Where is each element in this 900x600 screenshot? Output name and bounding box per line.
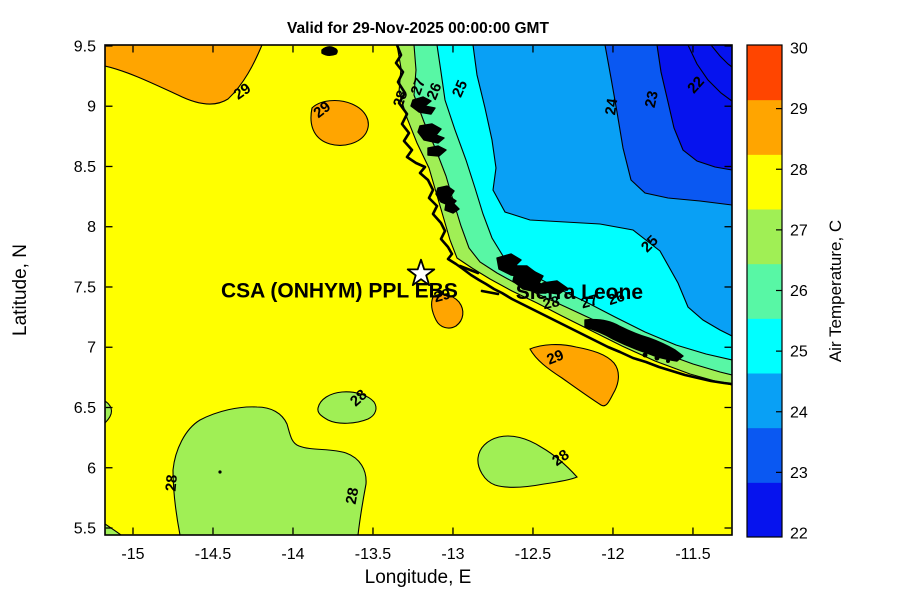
islet-south: [218, 470, 222, 474]
x-tick-label: -14: [281, 546, 304, 563]
sl-estuary-3: [538, 280, 568, 295]
colorbar-tick-label: 24: [790, 404, 808, 421]
turtle-islet-3: [666, 359, 670, 363]
y-tick-label: 8.5: [74, 159, 96, 176]
colorbar-tick-label: 28: [790, 162, 808, 179]
axes-layer: -15 -14.5 -14 -13.5 -13 -12.5 -12 -11.5 9.5 9 8.5 8…: [74, 38, 732, 563]
x-tick-label: -13: [441, 546, 464, 563]
contour-label-28: 28: [549, 446, 572, 469]
plot-title: Valid for 29-Nov-2025 00:00:00 GMT: [287, 20, 549, 37]
band-22-23: [657, 45, 732, 170]
colorbar-segment-5: [747, 209, 782, 265]
colorbar-tick-label: 30: [790, 41, 808, 58]
y-tick-label: 8: [87, 219, 96, 236]
x-axis-label: Longitude, E: [365, 567, 472, 588]
x-tick-label: -12.5: [515, 546, 552, 563]
map-area: [105, 45, 732, 535]
contour-line-24: [604, 45, 732, 206]
y-tick-label: 7: [87, 340, 96, 357]
x-tick-label: -13.5: [355, 546, 392, 563]
coastline-main: [394, 45, 732, 386]
y-tick-label: 6.5: [74, 400, 96, 417]
x-tick-label: -15: [121, 546, 144, 563]
contour-label-28: 28: [343, 486, 363, 505]
colorbar-segment-2: [747, 373, 782, 429]
y-tick-label: 7.5: [74, 279, 96, 296]
colorbar-tick-label: 27: [790, 222, 808, 239]
y-tick-label: 6: [87, 460, 96, 477]
y-tick-label: 9: [87, 99, 96, 116]
contour-line-25: [472, 45, 732, 337]
islet-north: [321, 46, 338, 56]
plot-border: [104, 44, 733, 536]
contour-label-26: 26: [606, 288, 627, 309]
cool-patch-center-small: [317, 391, 377, 424]
colorbar-segment-4: [747, 263, 782, 319]
warm-patch-north-center: [310, 99, 369, 146]
contour-label-29: 29: [231, 80, 254, 103]
estuary-cluster-4: [435, 185, 457, 207]
contour-label-29: 29: [432, 285, 453, 306]
estuary-cluster-2: [417, 123, 445, 144]
annotation-0: CSA (ONHYM) PPL EBS: [221, 280, 458, 303]
coastline: [218, 45, 732, 474]
colorbar-axis-label: Air Temperature, C: [826, 220, 845, 362]
x-tick-label: -11.5: [675, 546, 710, 563]
colorbar-segment-7: [747, 99, 782, 155]
colorbar-tick-label: 23: [790, 465, 808, 482]
contour-label-24: 24: [602, 97, 621, 117]
colorbar-segment-3: [747, 318, 782, 374]
contour-label-28: 28: [390, 88, 411, 109]
river-line-1: [458, 264, 480, 275]
estuary-cluster-3: [427, 145, 447, 157]
cool-patch-south-large: [172, 406, 367, 535]
contour-label-23: 23: [642, 89, 662, 109]
cool-sliver-southwest-corner: [105, 523, 122, 535]
warm-patch-southeast: [529, 344, 619, 407]
colorbar-tick-label: 29: [790, 101, 808, 118]
colorbar-segment-1: [747, 427, 782, 483]
y-tick-label: 9.5: [74, 38, 96, 55]
turtle-islet-1: [642, 352, 648, 358]
colorbar-segment-8: [747, 45, 782, 101]
contour-label-27: 27: [579, 292, 600, 313]
sherbro-island: [584, 318, 684, 362]
turtle-islet-2: [654, 355, 660, 361]
estuary-cluster-5: [444, 203, 460, 214]
contour-line-21: [710, 45, 732, 68]
y-axis-label: Latitude, N: [10, 244, 31, 336]
cool-patch-southeast: [477, 435, 578, 488]
contour-label-27: 27: [408, 76, 430, 97]
x-tick-label: -14.5: [195, 546, 232, 563]
colorbar-tick-label: 25: [790, 344, 808, 361]
star-marker: [406, 258, 436, 286]
x-tick-label: -12: [601, 546, 624, 563]
colorbar-segment-0: [747, 482, 782, 538]
river-line-2: [480, 289, 500, 296]
colorbar-segment-6: [747, 154, 782, 210]
annotation-1: Sierra Leone: [516, 281, 643, 304]
contour-label-28: 28: [541, 293, 561, 313]
contour-label-29: 29: [544, 347, 566, 369]
estuary-cluster-1: [410, 96, 436, 115]
contour-label-29: 29: [310, 98, 334, 122]
contour-label-25: 25: [449, 78, 471, 100]
colorbar-layer: 22 23 24 25 26 27 28 29 30: [746, 41, 808, 543]
contour-label-26: 26: [423, 80, 445, 102]
contour-line-22: [687, 45, 732, 102]
y-tick-label: 5.5: [74, 521, 96, 538]
warm-patch-northwest: [105, 45, 263, 105]
contour-line-23: [656, 45, 732, 171]
colorbar-tick-label: 26: [790, 283, 808, 300]
warm-patch-near-star: [431, 293, 464, 329]
colorbar-tick-label: 22: [790, 526, 808, 543]
contour-label-28: 28: [163, 474, 181, 492]
